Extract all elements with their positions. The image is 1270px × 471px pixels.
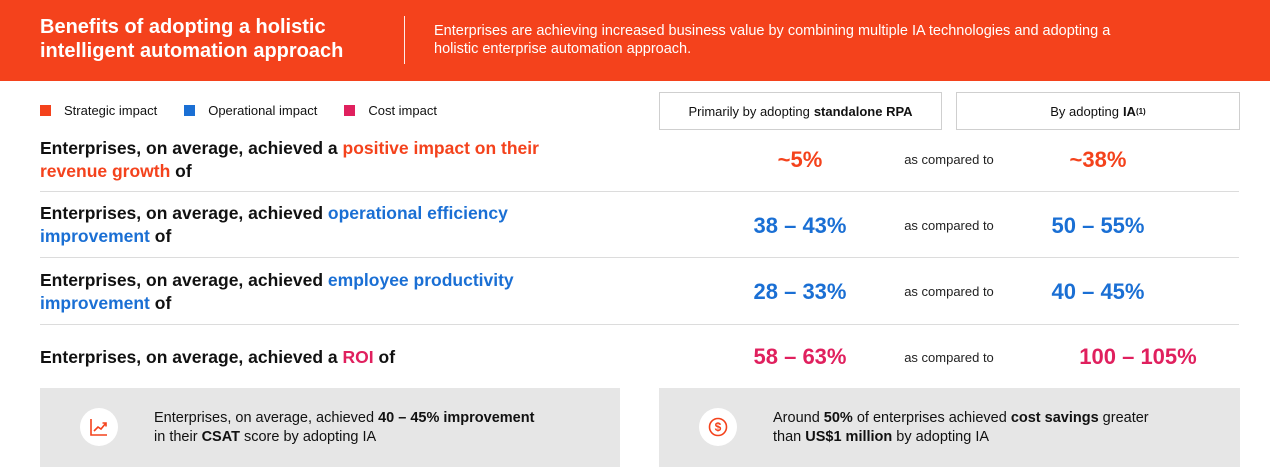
rpa-value: ~5%	[777, 147, 823, 172]
row-statement: Enterprises, on average, achieved employ…	[40, 269, 600, 314]
row-divider	[40, 324, 1239, 325]
row-divider	[40, 257, 1239, 258]
row-highlight: employee productivity improvement	[40, 270, 514, 313]
card-text-bold: 40 – 45% improvement	[378, 410, 535, 426]
compare-label: as compared to	[904, 284, 994, 299]
compare-label: as compared to	[904, 218, 994, 233]
header-divider	[404, 16, 405, 64]
column-header-ia-bold: IA	[1122, 103, 1136, 119]
column-header-rpa-bold: standalone RPA	[813, 103, 913, 119]
page-title: Benefits of adopting a holistic intellig…	[40, 16, 344, 62]
legend-label: Cost impact	[368, 103, 437, 118]
csat-card: Enterprises, on average, achieved 40 – 4…	[40, 388, 620, 467]
row-prefix: Enterprises, on average, achieved	[40, 203, 328, 223]
row-suffix: of	[149, 225, 172, 246]
card-text-bold: 50%	[823, 410, 853, 426]
csat-card-text: Enterprises, on average, achieved 40 – 4…	[154, 409, 614, 447]
ia-value: ~38%	[1069, 147, 1127, 172]
card-text-part: in their	[154, 429, 202, 445]
column-header-ia: By adopting IA (1)	[956, 92, 1240, 130]
table-row: Enterprises, on average, achieved employ…	[40, 258, 1239, 324]
column-header-ia-prefix: By adopting	[1050, 103, 1119, 119]
cost-savings-card-text: Around 50% of enterprises achieved cost …	[773, 409, 1233, 447]
row-suffix: of	[170, 160, 192, 181]
row-prefix: Enterprises, on average, achieved a	[40, 138, 343, 158]
card-text-bold: CSAT	[201, 429, 240, 445]
row-divider	[40, 191, 1239, 192]
table-row: Enterprises, on average, achieved a ROI …	[40, 325, 1239, 385]
table-row: Enterprises, on average, achieved operat…	[40, 192, 1239, 257]
row-highlight: operational efficiency improvement	[40, 203, 508, 246]
rpa-value: 58 – 63%	[753, 344, 847, 369]
ia-value: 100 – 105%	[1079, 344, 1197, 369]
rpa-value: 38 – 43%	[753, 213, 847, 238]
footnote-marker: (1)	[1135, 106, 1146, 116]
ia-value: 50 – 55%	[1051, 213, 1145, 238]
legend-item-operational: Operational impact	[184, 103, 317, 118]
row-highlight: ROI	[342, 347, 374, 367]
ia-value: 40 – 45%	[1051, 279, 1145, 304]
legend-swatch-operational	[184, 105, 196, 116]
card-text-part: Enterprises, on average, achieved	[154, 410, 379, 426]
column-header-rpa-prefix: Primarily by adopting	[688, 103, 810, 119]
legend-swatch-cost	[344, 105, 356, 116]
column-header-rpa: Primarily by adopting standalone RPA	[659, 92, 942, 130]
card-text-part: than	[773, 429, 806, 445]
table-row: Enterprises, on average, achieved a posi…	[40, 136, 1239, 191]
legend: Strategic impact Operational impact Cost…	[40, 103, 464, 118]
compare-label: as compared to	[904, 152, 994, 167]
header-description: Enterprises are achieving increased busi…	[434, 23, 1111, 57]
row-highlight: positive impact on their revenue growth	[40, 138, 539, 181]
legend-swatch-strategic	[40, 105, 51, 116]
card-text-part: by adopting IA	[892, 429, 990, 445]
compare-label: as compared to	[904, 350, 994, 365]
row-statement: Enterprises, on average, achieved a posi…	[40, 137, 600, 182]
row-suffix: of	[373, 347, 396, 367]
legend-item-cost: Cost impact	[344, 103, 437, 118]
cost-savings-card: $ Around 50% of enterprises achieved cos…	[659, 388, 1240, 467]
card-text-part: greater	[1098, 410, 1149, 426]
dollar-coin-icon: $	[699, 408, 737, 446]
row-statement: Enterprises, on average, achieved a ROI …	[40, 346, 600, 369]
row-statement: Enterprises, on average, achieved operat…	[40, 202, 600, 247]
rpa-value: 28 – 33%	[753, 279, 847, 304]
legend-label: Operational impact	[208, 103, 318, 118]
card-text-bold: US$1 million	[805, 429, 893, 445]
svg-text:$: $	[715, 420, 722, 434]
card-text-bold: cost savings	[1010, 410, 1099, 426]
row-prefix: Enterprises, on average, achieved a	[40, 347, 343, 367]
legend-label: Strategic impact	[64, 103, 158, 118]
card-text-part: score by adopting IA	[239, 429, 377, 445]
row-suffix: of	[149, 292, 172, 313]
header-banner: Benefits of adopting a holistic intellig…	[0, 0, 1270, 81]
row-prefix: Enterprises, on average, achieved	[40, 270, 328, 290]
legend-item-strategic: Strategic impact	[40, 103, 157, 118]
trend-chart-icon	[80, 408, 118, 446]
card-text-part: of enterprises achieved	[852, 410, 1011, 426]
card-text-part: Around	[773, 410, 824, 426]
